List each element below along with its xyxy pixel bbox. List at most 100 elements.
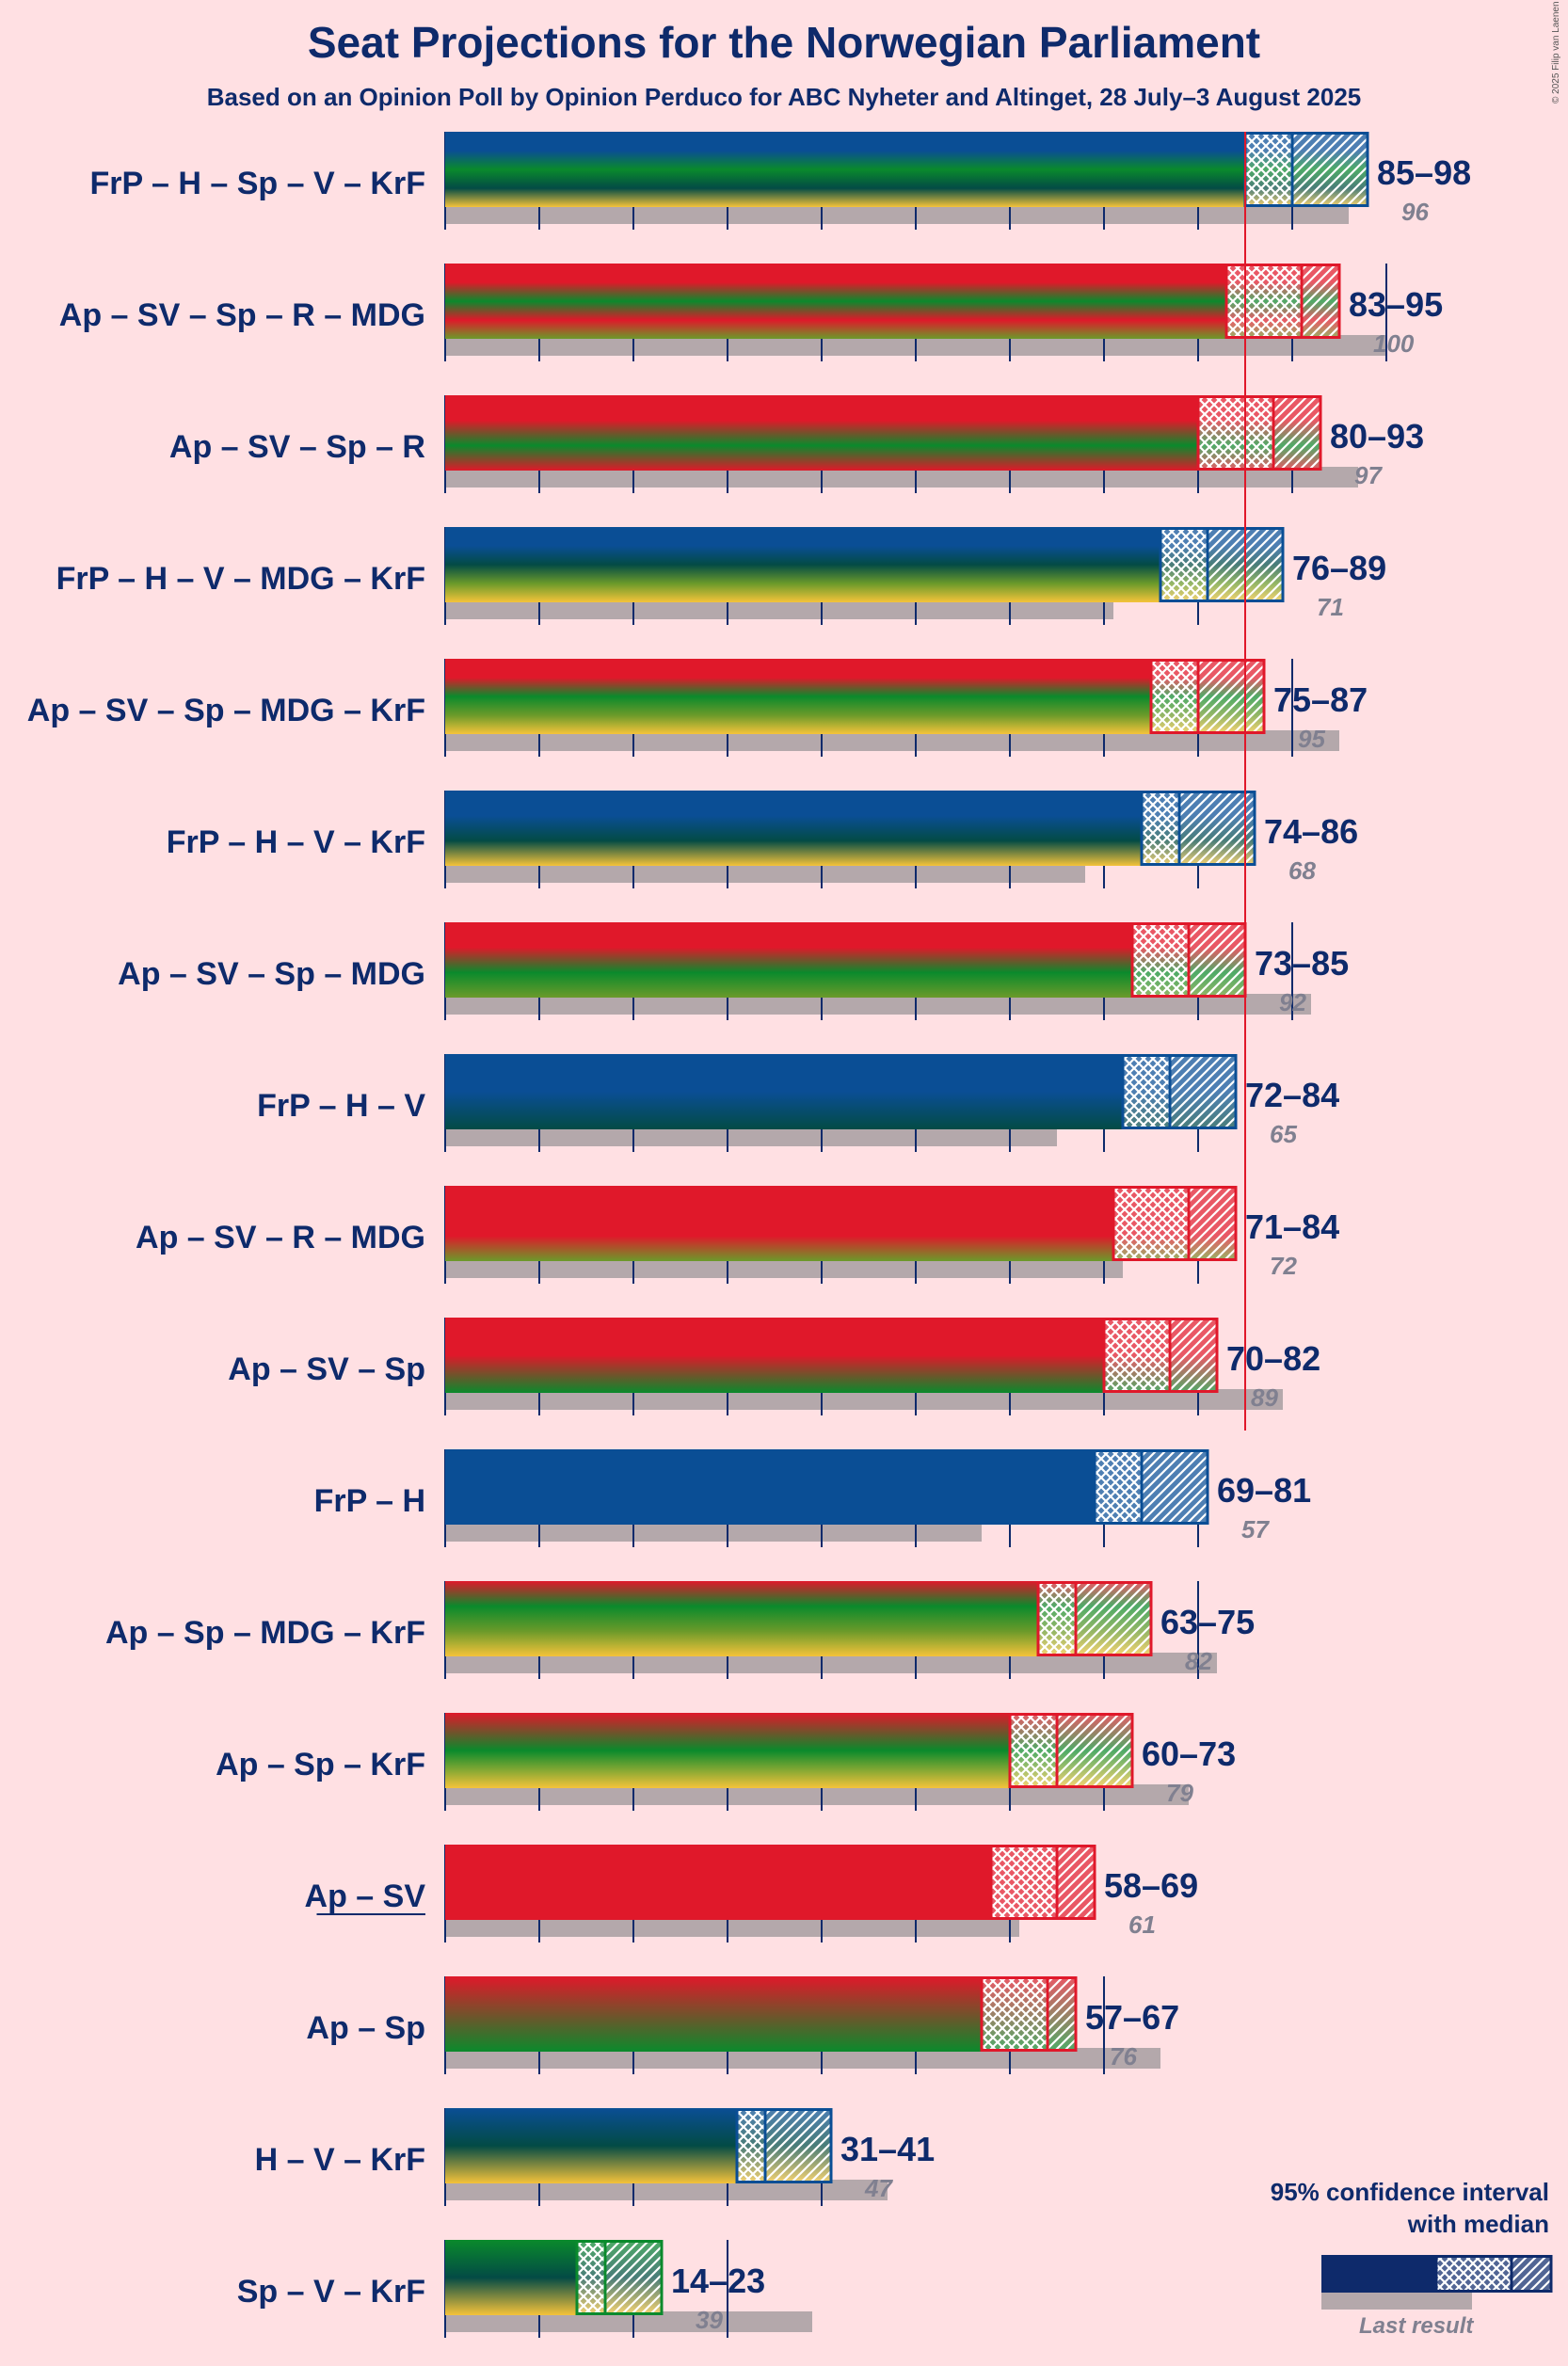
coalition-label: Ap – SV – Sp (228, 1351, 425, 1387)
last-result-label: 89 (1251, 1383, 1278, 1412)
range-label: 71–84 (1245, 1207, 1339, 1246)
range-label: 74–86 (1264, 812, 1358, 851)
range-label: 58–69 (1104, 1866, 1198, 1905)
ci-frame (1121, 1054, 1238, 1129)
last-result-bar (445, 2048, 1160, 2069)
ci-upper-part (605, 2240, 662, 2315)
coalition-row: FrP – H – V – KrF 74–86 68 (167, 791, 1358, 888)
ci-upper-part (1198, 659, 1264, 734)
range-label: 57–67 (1085, 1998, 1179, 2037)
ci-lower-part (991, 1845, 1057, 1920)
last-result-label: 82 (1185, 1647, 1212, 1675)
ci-frame (1224, 264, 1341, 339)
coalition-label: FrP – H (314, 1483, 425, 1519)
chart-subtitle: Based on an Opinion Poll by Opinion Perd… (206, 83, 1362, 111)
range-label: 31–41 (840, 2130, 935, 2168)
coalition-label: Ap – SV – Sp – MDG (118, 956, 425, 992)
last-result-bar (445, 994, 1311, 1015)
coalition-label: Ap – Sp – MDG – KrF (105, 1615, 425, 1651)
coalition-row: Ap – SV – R – MDG 71–84 72 (136, 1186, 1339, 1284)
legend-title: 95% confidence interval with median (1173, 2176, 1549, 2240)
ci-frame (1140, 791, 1256, 866)
ci-lower-part (1123, 1054, 1170, 1129)
ci-upper-part (1048, 1976, 1076, 2052)
last-result-bar (445, 2311, 812, 2332)
ci-upper-part (1179, 791, 1255, 866)
coalition-row: Ap – Sp 57–67 76 (306, 1976, 1179, 2074)
ci-lower-part (1142, 791, 1179, 866)
ci-upper-part (1170, 1054, 1236, 1129)
ci-upper-part (1076, 1581, 1151, 1656)
range-label: 70–82 (1226, 1339, 1320, 1378)
range-label: 75–87 (1273, 680, 1368, 719)
ci-frame (989, 1845, 1096, 1920)
coalition-row: Ap – SV – Sp – R – MDG 83–95 100 (59, 264, 1443, 361)
range-label: 60–73 (1142, 1735, 1236, 1773)
ci-frame (1093, 1449, 1209, 1525)
range-label: 83–95 (1349, 285, 1443, 324)
coalition-row: Ap – SV – Sp 70–82 89 (228, 1318, 1320, 1415)
ci-frame (1102, 1318, 1219, 1393)
legend-ci-lower (1436, 2255, 1512, 2293)
coalition-label: FrP – H – V (257, 1088, 425, 1124)
projection-bar (445, 1186, 1236, 1261)
range-label: 63–75 (1160, 1603, 1255, 1641)
ci-frame (1149, 659, 1266, 734)
last-result-label: 61 (1128, 1910, 1156, 1939)
coalition-row: Ap – SV – Sp – MDG – KrF 75–87 95 (27, 659, 1368, 757)
last-result-label: 97 (1354, 461, 1383, 489)
projection-bar (445, 527, 1283, 602)
legend-ci-upper (1512, 2255, 1551, 2293)
last-result-label: 76 (1110, 2042, 1137, 2070)
last-result-label: 65 (1270, 1120, 1297, 1148)
coalition-label: Ap – SV – Sp – MDG – KrF (27, 693, 425, 728)
range-label: 80–93 (1330, 417, 1424, 456)
projection-bar (445, 1449, 1208, 1525)
projection-bar (445, 1318, 1217, 1393)
last-result-bar (445, 1389, 1283, 1410)
ci-lower-part (1226, 264, 1302, 339)
legend-title-line1: 95% confidence interval (1270, 2178, 1549, 2206)
ci-lower-part (1113, 1186, 1189, 1261)
projection-bar (445, 922, 1245, 998)
ci-frame (735, 2108, 833, 2183)
coalition-label: H – V – KrF (255, 2142, 425, 2178)
ci-upper-part (1189, 922, 1245, 998)
ci-lower-part (1198, 395, 1273, 471)
last-result-label: 100 (1373, 329, 1415, 358)
chart-rows: FrP – H – Sp – V – KrF 85–98 96 Ap – SV – S… (27, 132, 1471, 2338)
last-result-bar (445, 1916, 1019, 1937)
ci-upper-part (1170, 1318, 1217, 1393)
coalition-label: Sp – V – KrF (237, 2274, 425, 2310)
last-result-bar (445, 862, 1085, 883)
last-result-label: 39 (696, 2306, 723, 2334)
last-result-bar (445, 599, 1113, 619)
last-result-bar (445, 730, 1339, 751)
range-label: 73–85 (1255, 944, 1349, 983)
coalition-row: H – V – KrF 31–41 47 (255, 2108, 935, 2206)
last-result-bar (445, 1126, 1057, 1146)
ci-lower-part (1095, 1449, 1142, 1525)
coalition-row: Ap – SV – Sp – R 80–93 97 (169, 395, 1424, 493)
ci-frame (1112, 1186, 1238, 1261)
ci-lower-part (1010, 1713, 1057, 1788)
last-result-bar (445, 2180, 888, 2200)
last-result-label: 92 (1279, 988, 1306, 1016)
last-result-label: 79 (1166, 1779, 1193, 1807)
coalition-label: FrP – H – V – KrF (167, 824, 425, 860)
ci-frame (1008, 1713, 1134, 1788)
last-result-bar (445, 1257, 1123, 1278)
ci-lower-part (737, 2108, 765, 2183)
projection-bar (445, 791, 1255, 866)
projection-bar (445, 132, 1368, 207)
ci-lower-part (577, 2240, 605, 2315)
ci-lower-part (1151, 659, 1198, 734)
range-label: 72–84 (1245, 1076, 1339, 1114)
coalition-label: Ap – SV – R – MDG (136, 1220, 425, 1255)
projection-bar (445, 1054, 1236, 1129)
ci-lower-part (1160, 527, 1208, 602)
coalition-row: Sp – V – KrF 14–23 39 (237, 2240, 812, 2338)
coalition-row: FrP – H – V 72–84 65 (257, 1054, 1339, 1152)
ci-upper-part (765, 2108, 831, 2183)
